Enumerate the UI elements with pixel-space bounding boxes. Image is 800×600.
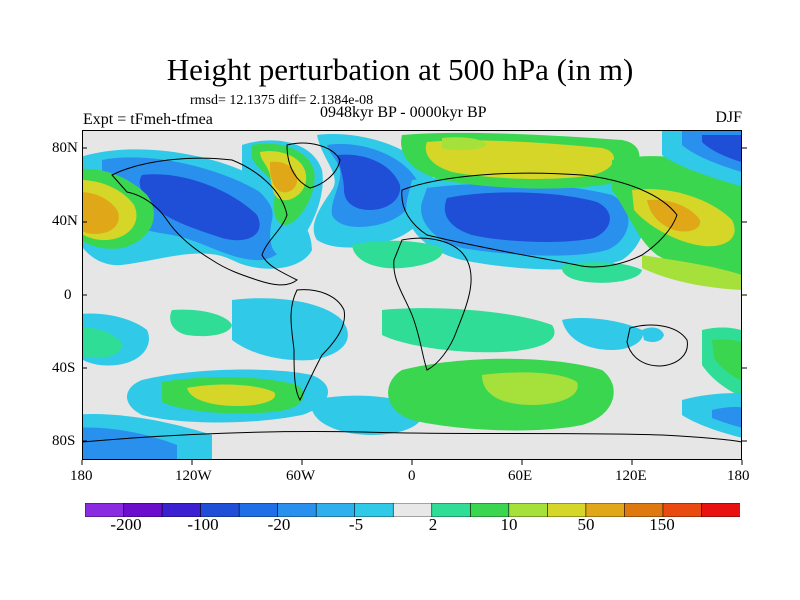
field-io-lightgreen <box>382 308 555 353</box>
colorbar-swatch <box>392 503 433 517</box>
colorbar-label: -20 <box>267 515 291 534</box>
lat-label-eq: 0 <box>64 287 72 303</box>
lon-label-120e: 120E <box>615 468 647 484</box>
colorbar-swatch <box>701 503 740 517</box>
field-sib-orange-yg <box>442 137 487 151</box>
contour-south <box>82 298 742 460</box>
coast-australia <box>626 324 688 367</box>
contour-north <box>82 130 742 290</box>
stats-text: rmsd= 12.1375 diff= 2.1384e-08 <box>190 93 374 108</box>
field-gl-orange <box>270 161 298 193</box>
lat-label-80s: 80S <box>52 433 76 449</box>
field-aus-green2 <box>712 339 742 381</box>
colorbar-label: -5 <box>348 515 364 534</box>
coast-antarctica <box>82 431 742 443</box>
lon-label-120w: 120W <box>175 468 212 484</box>
field-nwp-yg <box>642 255 742 290</box>
lon-label-180e: 180 <box>727 468 750 484</box>
coast-africa <box>393 237 472 371</box>
lat-label-40s: 40S <box>52 360 76 376</box>
coast-north-america <box>111 157 298 286</box>
field-sio-cyan <box>642 327 664 343</box>
lat-label-80n: 80N <box>52 140 78 156</box>
colorbar <box>85 503 740 517</box>
season-label: DJF <box>715 109 742 126</box>
coastlines <box>82 142 742 443</box>
colorbar-label: -200 <box>110 515 142 534</box>
field-na-darkblue <box>139 174 260 241</box>
lon-label-60e: 60E <box>508 468 533 484</box>
colorbar-label: -100 <box>187 515 219 534</box>
coast-eurasia <box>401 172 678 268</box>
field-so-blue-west <box>82 427 177 460</box>
field-sp-green-west <box>82 327 123 358</box>
field-eu-darkblue <box>444 192 610 242</box>
field-so-cyan-east <box>562 318 643 350</box>
field-sib-yellow <box>425 140 614 179</box>
lat-label-40n: 40N <box>52 213 78 229</box>
plot-title: Height perturbation at 500 hPa (in m) <box>166 52 634 87</box>
field-atl-darkblue <box>337 154 401 210</box>
field-satl-green <box>352 240 443 269</box>
coast-south-america <box>290 289 346 402</box>
period-label: 0948kyr BP - 0000kyr BP <box>320 104 487 121</box>
field-nwp-orange <box>647 199 701 232</box>
axis-ticks <box>81 147 747 465</box>
height-perturbation-map <box>82 130 742 460</box>
lon-label-180w: 180 <box>70 468 93 484</box>
colorbar-label: 10 <box>500 515 518 534</box>
colorbar-label: 2 <box>428 515 438 534</box>
colorbar-swatch <box>431 503 472 517</box>
field-aus-blue <box>712 407 742 428</box>
coast-greenland <box>286 142 341 189</box>
lon-label-0: 0 <box>408 468 416 484</box>
colorbar-label: 150 <box>649 515 675 534</box>
experiment-label: Expt = tFmeh-tfmea <box>83 111 213 128</box>
field-ne-darkblue <box>702 135 742 163</box>
field-sp-yellow <box>187 384 276 406</box>
lon-label-60w: 60W <box>286 468 316 484</box>
field-sp-green <box>170 309 232 337</box>
field-ind-green <box>561 262 642 283</box>
field-np-orange <box>82 191 119 234</box>
colorbar-label: 50 <box>577 515 595 534</box>
field-io-yg <box>482 372 578 405</box>
field-sp-cyan <box>232 298 348 361</box>
